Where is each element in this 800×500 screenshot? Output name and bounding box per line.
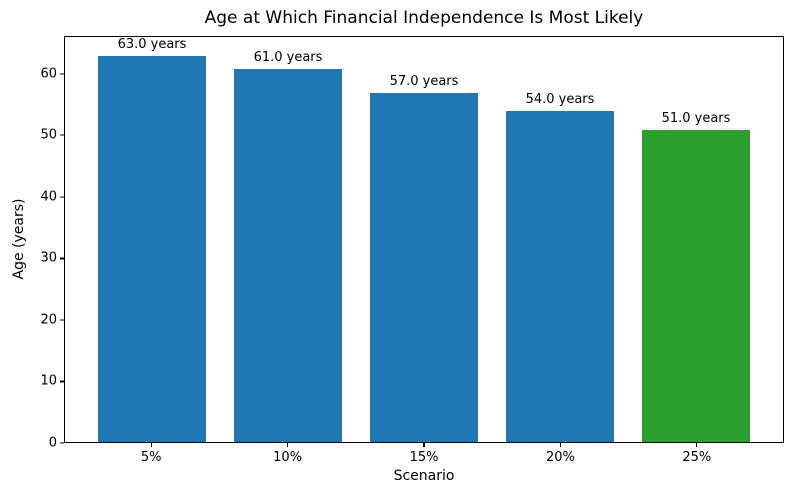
y-tick-mark bbox=[60, 257, 64, 260]
x-tick-mark bbox=[287, 443, 289, 447]
bar-20% bbox=[505, 111, 615, 442]
bar-5% bbox=[97, 56, 207, 442]
y-tick-label: 30 bbox=[40, 250, 57, 266]
y-tick-mark bbox=[60, 319, 64, 321]
y-tick-label: 50 bbox=[40, 127, 57, 143]
y-tick-label: 10 bbox=[40, 373, 57, 389]
y-tick-30: 30 bbox=[40, 252, 64, 265]
x-axis-ticks: 5% 10% 15% 20% 25% bbox=[64, 443, 784, 465]
y-tick-50: 50 bbox=[40, 129, 64, 142]
y-tick-0: 0 bbox=[49, 437, 64, 450]
y-tick-20: 20 bbox=[40, 313, 64, 326]
y-tick-mark bbox=[60, 196, 64, 198]
bar-25% bbox=[641, 129, 751, 442]
bar-group-20%: 54.0 years bbox=[492, 37, 628, 442]
x-tick-mark bbox=[423, 443, 425, 447]
x-tick-mark bbox=[150, 443, 152, 447]
x-tick-label: 5% bbox=[140, 450, 162, 465]
y-tick-mark bbox=[60, 73, 64, 75]
x-tick-mark bbox=[696, 443, 698, 447]
y-tick-60: 60 bbox=[40, 67, 64, 80]
x-tick-label: 15% bbox=[409, 450, 439, 465]
plot-area: 63.0 years 61.0 years 57.0 years 54.0 years… bbox=[64, 36, 784, 443]
y-tick-label: 0 bbox=[48, 435, 57, 451]
bar-group-25%: 51.0 years bbox=[628, 37, 764, 442]
bar-value-label: 57.0 years bbox=[389, 74, 459, 90]
x-tick-25%: 25% bbox=[629, 443, 765, 465]
y-tick-label: 20 bbox=[40, 312, 57, 328]
y-tick-mark bbox=[60, 442, 64, 444]
x-tick-10%: 10% bbox=[219, 443, 355, 465]
bar-group-15%: 57.0 years bbox=[356, 37, 492, 442]
chart-title: Age at Which Financial Independence Is M… bbox=[204, 8, 644, 28]
y-tick-mark bbox=[60, 134, 64, 136]
y-tick-10: 10 bbox=[40, 375, 64, 388]
bar-value-label: 51.0 years bbox=[661, 110, 731, 126]
bar-value-label: 61.0 years bbox=[253, 49, 323, 65]
x-tick-label: 20% bbox=[545, 450, 575, 465]
x-tick-15%: 15% bbox=[356, 443, 492, 465]
bar-15% bbox=[369, 93, 479, 442]
x-tick-label: 25% bbox=[682, 450, 712, 465]
y-tick-mark bbox=[60, 380, 64, 383]
bar-group-5%: 63.0 years bbox=[84, 37, 220, 442]
x-tick-mark bbox=[559, 443, 562, 447]
bar-value-label: 54.0 years bbox=[525, 92, 595, 108]
y-axis-ticks: 0 10 20 30 40 50 60 bbox=[0, 36, 64, 450]
bar-value-label: 63.0 years bbox=[117, 37, 187, 53]
y-tick-40: 40 bbox=[40, 190, 64, 203]
y-tick-label: 60 bbox=[40, 66, 57, 82]
x-axis-label: Scenario bbox=[393, 468, 455, 484]
bar-10% bbox=[233, 68, 343, 442]
bar-group-10%: 61.0 years bbox=[220, 37, 356, 442]
bars-row: 63.0 years 61.0 years 57.0 years 54.0 years… bbox=[65, 37, 783, 442]
y-tick-label: 40 bbox=[40, 189, 57, 205]
x-tick-label: 10% bbox=[273, 450, 303, 465]
x-tick-5%: 5% bbox=[83, 443, 219, 465]
x-tick-20%: 20% bbox=[492, 443, 628, 465]
